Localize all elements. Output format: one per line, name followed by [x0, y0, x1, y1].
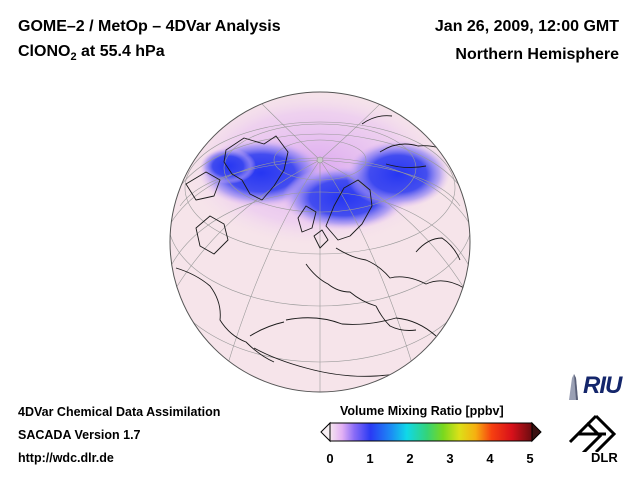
north-pole-marker — [316, 156, 324, 164]
field-low-siberia — [346, 140, 450, 208]
figure-title: GOME–2 / MetOp – 4DVar Analysis — [18, 18, 281, 35]
riu-logo-icon — [569, 374, 578, 400]
colorbar-over-arrow — [531, 421, 542, 443]
colorbar-tick-label: 1 — [366, 451, 374, 466]
coastlines — [175, 115, 465, 377]
species-label: ClONO2 at 55.4 hPa — [18, 43, 165, 63]
colorbar-tick-label: 0 — [326, 451, 334, 466]
colorbar-title: Volume Mixing Ratio [ppbv] — [340, 404, 504, 418]
colorbar-under-arrow — [320, 421, 331, 443]
footer-line-2: SACADA Version 1.7 — [18, 428, 141, 442]
dlr-logo-icon — [568, 414, 617, 452]
globe-map — [169, 91, 471, 393]
colorbar-tick-label: 2 — [406, 451, 414, 466]
graticule — [170, 99, 470, 392]
dlr-logo-text: DLR — [591, 450, 618, 465]
footer-line-1: 4DVar Chemical Data Assimilation — [18, 405, 221, 419]
footer-url: http://wdc.dlr.de — [18, 451, 114, 465]
species-suffix: at 55.4 hPa — [76, 43, 165, 60]
species-subscript: 2 — [70, 51, 77, 63]
colorbar-gradient — [329, 422, 533, 442]
datetime-label: Jan 26, 2009, 12:00 GMT — [434, 18, 619, 35]
region-label: Northern Hemisphere — [455, 46, 619, 63]
species-prefix: ClONO — [18, 43, 71, 60]
field-low-west — [200, 148, 256, 184]
colorbar — [320, 421, 542, 443]
colorbar-tick-label: 4 — [486, 451, 494, 466]
colorbar-tick-label: 5 — [526, 451, 534, 466]
globe-outline — [169, 91, 471, 393]
colorbar-tick-label: 3 — [446, 451, 454, 466]
riu-logo-text: RIU — [583, 372, 622, 399]
